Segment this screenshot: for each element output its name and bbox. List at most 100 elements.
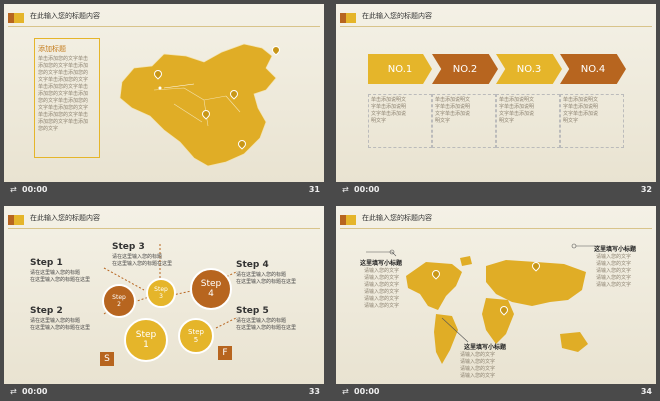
panel-line: 您的文字单击添加您的 bbox=[38, 70, 89, 76]
chevron-item-2: NO.2 bbox=[432, 54, 498, 84]
callout-text: 请输入您的文字 请输入您的文字 请输入您的文字 请输入您的文字 请输入您的文字 … bbox=[364, 268, 406, 310]
step-text-line: 请在这里输入您的标题 bbox=[236, 272, 287, 278]
chevron-label: NO.2 bbox=[452, 63, 478, 75]
step-title: Step 4 bbox=[236, 260, 269, 270]
item-text-line: 单击添加说明文 bbox=[371, 97, 407, 103]
transition-icon[interactable]: ⇄ bbox=[10, 387, 17, 396]
header-accent bbox=[14, 13, 24, 23]
slide-number: 33 bbox=[308, 387, 320, 396]
step-circle-3: Step 3 bbox=[146, 278, 176, 308]
slide-timing: 00:00 bbox=[354, 387, 380, 396]
slide-header: 在此输入您的标题内容 bbox=[4, 206, 324, 229]
circle-number: 2 bbox=[117, 301, 121, 308]
transition-icon[interactable]: ⇄ bbox=[10, 185, 17, 194]
slide-footer: ⇄ 00:00 32 bbox=[336, 184, 656, 196]
step-title: Step 3 bbox=[112, 242, 145, 252]
item-text-line: 文字单击添加说 bbox=[499, 111, 535, 117]
callout-line: 请输入您的文字 bbox=[364, 303, 400, 309]
step-text-line: 请在这里输入您的标题 bbox=[30, 318, 81, 324]
item-text-line: 单击添加说明文 bbox=[435, 97, 471, 103]
panel-line: 添加您的文字单击添加 bbox=[38, 63, 89, 69]
chevron-label: NO.4 bbox=[580, 63, 606, 75]
slide-thumbnail-32[interactable]: 在此输入您的标题内容 NO.1 NO.2 NO.3 NO.4 单击添加说明文 字… bbox=[336, 4, 656, 196]
callout-line: 请输入您的文字 bbox=[364, 282, 400, 288]
china-map bbox=[119, 43, 277, 167]
callout-title: 这里填写小标题 bbox=[360, 260, 403, 267]
step-text-line: 在这里输入您的标题在这里 bbox=[112, 261, 173, 267]
header-divider bbox=[340, 26, 652, 27]
callout-line: 请输入您的文字 bbox=[364, 296, 400, 302]
item-text-line: 文字单击添加说 bbox=[563, 111, 599, 117]
slide-thumbnail-31[interactable]: 在此输入您的标题内容 添加标题 单击添加您的文字单击 添加您的文字单击添加 您的… bbox=[4, 4, 324, 196]
step-text: 请在这里输入您的标题 在这里输入您的标题在这里 bbox=[236, 272, 308, 286]
header-accent bbox=[14, 215, 24, 225]
item-text-line: 明文字 bbox=[435, 118, 451, 124]
panel-line: 单击添加您的文字单击 bbox=[38, 84, 89, 90]
start-marker: S bbox=[100, 352, 114, 366]
step-text-line: 在这里输入您的标题在这里 bbox=[30, 277, 91, 283]
callout-text: 请输入您的文字 请输入您的文字 请输入您的文字 请输入您的文字 请输入您的文字 bbox=[596, 254, 642, 289]
slide-number: 32 bbox=[640, 185, 652, 194]
step-circle-5: Step 5 bbox=[178, 318, 214, 354]
slide-timing: 00:00 bbox=[354, 185, 380, 194]
callout-line: 请输入您的文字 bbox=[596, 261, 632, 267]
slide-title: 在此输入您的标题内容 bbox=[30, 214, 100, 222]
slide-number: 34 bbox=[640, 387, 652, 396]
chevron-label: NO.1 bbox=[387, 63, 413, 75]
item-text-box: 单击添加说明文 字单击添加说明 文字单击添加说 明文字 bbox=[496, 94, 560, 148]
item-text-line: 文字单击添加说 bbox=[435, 111, 471, 117]
header-accent bbox=[8, 215, 14, 225]
header-accent bbox=[346, 215, 356, 225]
header-divider bbox=[8, 228, 320, 229]
header-accent bbox=[340, 13, 346, 23]
header-divider bbox=[8, 26, 320, 27]
circle-label: Step bbox=[112, 294, 126, 301]
callout-line: 请输入您的文字 bbox=[460, 352, 496, 358]
transition-icon[interactable]: ⇄ bbox=[342, 185, 349, 194]
panel-line: 添加您的文字单击添加 bbox=[38, 119, 89, 125]
slide-title: 在此输入您的标题内容 bbox=[362, 214, 432, 222]
slide-canvas: 在此输入您的标题内容 添加标题 单击添加您的文字单击 添加您的文字单击添加 您的… bbox=[4, 4, 324, 182]
panel-title: 添加标题 bbox=[38, 45, 66, 53]
text-panel bbox=[34, 38, 100, 158]
header-divider bbox=[340, 228, 652, 229]
callout-line: 请输入您的文字 bbox=[596, 254, 632, 260]
slide-header: 在此输入您的标题内容 bbox=[336, 4, 656, 27]
step-title: Step 5 bbox=[236, 306, 269, 316]
item-text-line: 明文字 bbox=[499, 118, 515, 124]
item-text-line: 单击添加说明文 bbox=[499, 97, 535, 103]
slide-thumbnail-33[interactable]: 在此输入您的标题内容 Step 1 请在这里输入您的标题 在这里输入您的标题在这… bbox=[4, 206, 324, 398]
step-text-line: 请在这里输入您的标题 bbox=[30, 270, 81, 276]
step-text: 请在这里输入您的标题 在这里输入您的标题在这里 bbox=[112, 254, 184, 268]
slide-number: 31 bbox=[308, 185, 320, 194]
item-text-box: 单击添加说明文 字单击添加说明 文字单击添加说 明文字 bbox=[432, 94, 496, 148]
slide-footer: ⇄ 00:00 33 bbox=[4, 386, 324, 398]
panel-line: 文字单击添加您的文字 bbox=[38, 105, 89, 111]
transition-icon[interactable]: ⇄ bbox=[342, 387, 349, 396]
step-text: 请在这里输入您的标题 在这里输入您的标题在这里 bbox=[30, 318, 102, 332]
circle-label: Step bbox=[200, 279, 222, 289]
callout-title: 这里填写小标题 bbox=[594, 246, 637, 253]
slide-timing: 00:00 bbox=[22, 387, 48, 396]
item-text-line: 明文字 bbox=[371, 118, 387, 124]
step-title: Step 1 bbox=[30, 258, 63, 268]
item-text-line: 字单击添加说明 bbox=[435, 104, 471, 110]
callout-line: 请输入您的文字 bbox=[596, 268, 632, 274]
item-text-line: 明文字 bbox=[563, 118, 579, 124]
slide-header: 在此输入您的标题内容 bbox=[4, 4, 324, 27]
chevron-item-3: NO.3 bbox=[496, 54, 562, 84]
callout-title: 这里填写小标题 bbox=[464, 344, 507, 351]
item-text-line: 字单击添加说明 bbox=[563, 104, 599, 110]
slide-header: 在此输入您的标题内容 bbox=[336, 206, 656, 229]
header-accent bbox=[346, 13, 356, 23]
circle-number: 4 bbox=[208, 289, 214, 299]
slide-thumbnail-34[interactable]: 在此输入您的标题内容 这里填写小标题 请输入您的文 bbox=[336, 206, 656, 398]
step-circle-1: Step 1 bbox=[124, 318, 168, 362]
item-text-box: 单击添加说明文 字单击添加说明 文字单击添加说 明文字 bbox=[368, 94, 432, 148]
chevron-item-1: NO.1 bbox=[368, 54, 432, 84]
panel-line: 文字单击添加您的文字 bbox=[38, 77, 89, 83]
header-accent bbox=[8, 13, 14, 23]
panel-line: 您的文字单击添加您的 bbox=[38, 98, 89, 104]
panel-line: 单击添加您的文字单击 bbox=[38, 112, 89, 118]
circle-number: 3 bbox=[159, 293, 163, 300]
